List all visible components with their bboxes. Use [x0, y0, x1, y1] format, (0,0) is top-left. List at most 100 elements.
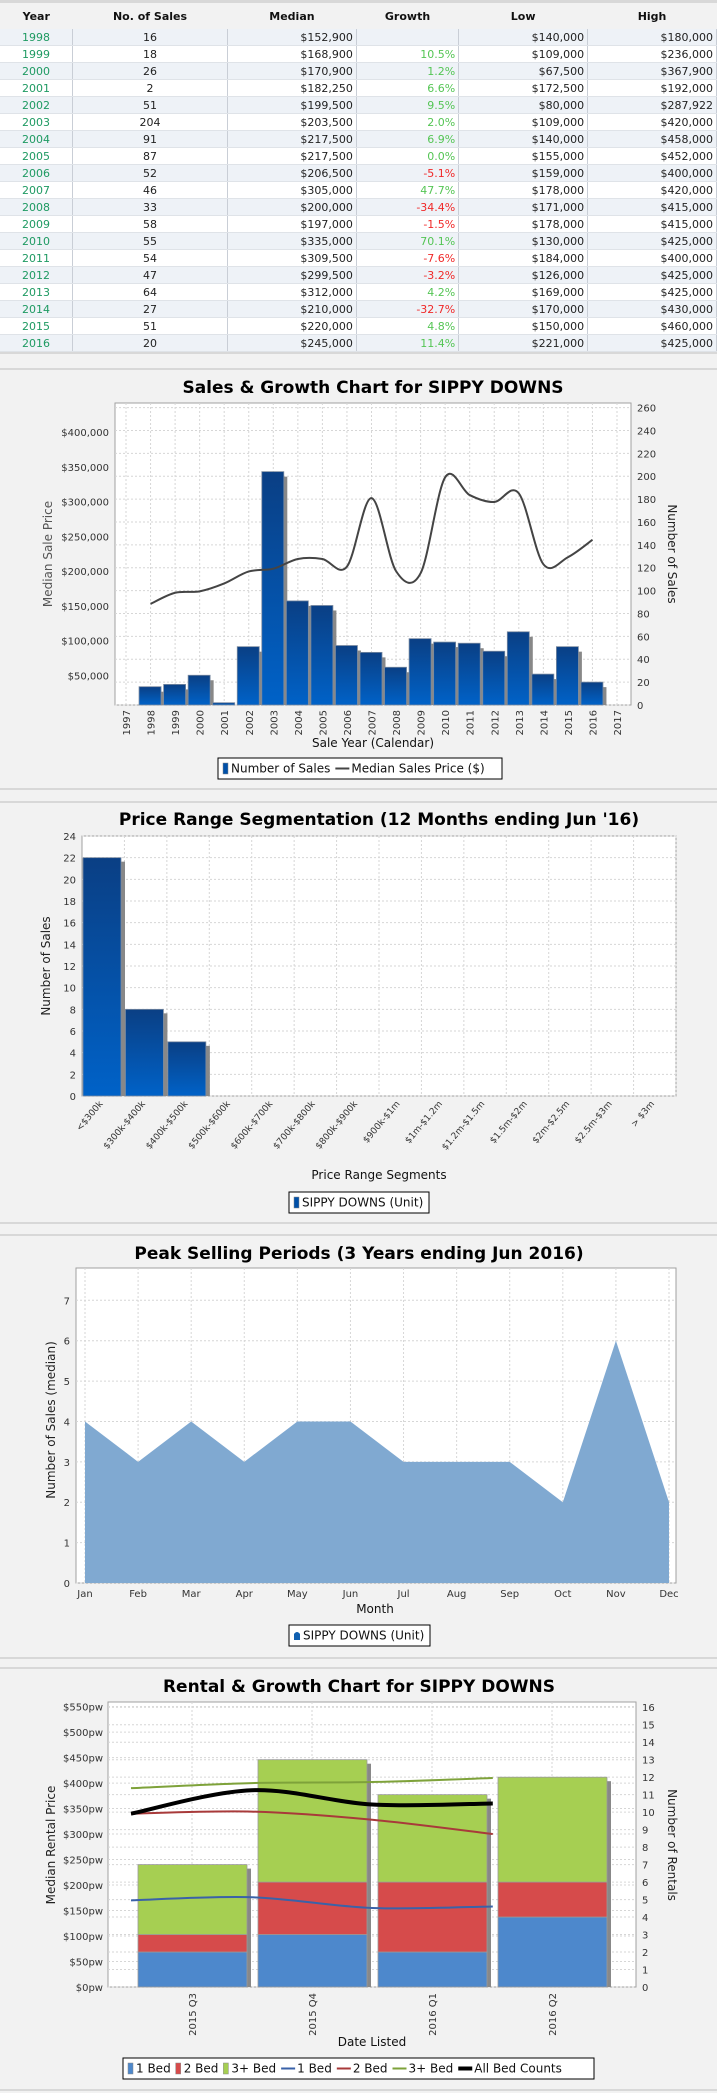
right-axis-tick-label: 10 [642, 1808, 655, 1819]
growth-cell: -32.7% [356, 300, 460, 318]
line-2-bed [130, 1810, 493, 1836]
high-cell: $425,000 [587, 283, 717, 301]
y-axis-tick-label: 8 [70, 1005, 76, 1016]
sales-count-cell: 52 [72, 164, 228, 182]
right-axis-tick-label: 180 [637, 495, 656, 506]
bar-number-of-sales [212, 702, 236, 706]
header-median[interactable]: Median [227, 4, 357, 29]
x-axis-tick-label: 2004 [294, 710, 305, 735]
low-cell: $221,000 [458, 334, 589, 352]
high-cell: $367,900 [587, 62, 717, 80]
high-cell: $180,000 [587, 29, 717, 46]
right-axis-tick-label: 13 [642, 1756, 655, 1767]
bar-number-of-sales [359, 651, 383, 706]
header-sales[interactable]: No. of Sales [72, 4, 228, 29]
x-axis-tick-label: Dec [659, 1589, 678, 1600]
legend [288, 1624, 431, 1647]
top-scrollbar[interactable] [0, 0, 717, 3]
left-axis-tick-label: $550pw [63, 1703, 103, 1714]
table-row: 2005 87 $217,500 0.0% $155,000 $452,000 [0, 147, 717, 165]
bar-number-of-sales [580, 681, 604, 706]
x-axis-tick-label: $800k-$900k [314, 1099, 360, 1152]
high-cell: $452,000 [587, 147, 717, 165]
table-row: 2001 2 $182,250 6.6% $172,500 $192,000 [0, 79, 717, 97]
sales-count-cell: 51 [72, 317, 228, 335]
x-axis-tick-label: $700k-$800k [272, 1099, 318, 1152]
y-axis-title: Number of Sales (median) [44, 1341, 58, 1499]
sales-count-cell: 58 [72, 215, 228, 233]
year-cell: 2003 [0, 113, 73, 131]
chart-title: Rental & Growth Chart for SIPPY DOWNS [163, 1677, 555, 1697]
right-axis-tick-label: 3 [642, 1931, 648, 1942]
header-low[interactable]: Low [458, 4, 588, 29]
growth-cell: -34.4% [356, 198, 460, 216]
sales-count-cell: 16 [72, 29, 228, 46]
sales-count-cell: 87 [72, 147, 228, 165]
header-high[interactable]: High [587, 4, 717, 29]
x-axis-tick-label: May [287, 1589, 308, 1600]
bar-number-of-sales [310, 605, 334, 706]
y-axis-tick-label: 22 [63, 854, 76, 865]
y-axis-tick-label: 10 [63, 984, 76, 995]
high-cell: $420,000 [587, 181, 717, 199]
right-axis-tick-label: 0 [642, 1983, 648, 1994]
header-year[interactable]: Year [0, 4, 73, 29]
x-axis-tick-label: 2016 Q2 [548, 1993, 559, 2036]
median-cell: $309,500 [227, 249, 357, 267]
y-axis-tick-label: 5 [64, 1377, 70, 1388]
y-axis-title: Median Rental Price [44, 1786, 58, 1905]
table-row: 2011 54 $309,500 -7.6% $184,000 $400,000 [0, 249, 717, 267]
table-row: 2000 26 $170,900 1.2% $67,500 $367,900 [0, 62, 717, 80]
year-cell: 2014 [0, 300, 73, 318]
growth-cell: 4.2% [356, 283, 460, 301]
growth-cell: -3.2% [356, 266, 460, 284]
x-axis-tick-label: 2008 [392, 710, 403, 735]
right-axis-tick-label: 40 [637, 655, 650, 666]
left-axis-tick-label: $150pw [63, 1907, 103, 1918]
low-cell: $172,500 [458, 79, 589, 97]
section-divider [0, 1234, 717, 1236]
left-axis-tick-label: $50,000 [68, 671, 109, 682]
table-row: 2002 51 $199,500 9.5% $80,000 $287,922 [0, 96, 717, 114]
right-axis-tick-label: 15 [642, 1721, 655, 1732]
header-growth[interactable]: Growth [356, 4, 459, 29]
growth-cell: -1.5% [356, 215, 460, 233]
year-cell: 2002 [0, 96, 73, 114]
y-axis-tick-label: 14 [63, 940, 76, 951]
sales-count-cell: 204 [72, 113, 228, 131]
y-axis-tick-label: 0 [64, 1579, 70, 1590]
table-row: 2015 51 $220,000 4.8% $150,000 $460,000 [0, 317, 717, 335]
right-axis-tick-label: 20 [637, 678, 650, 689]
low-cell: $178,000 [458, 181, 589, 199]
left-axis-tick-label: $350,000 [61, 463, 109, 474]
area-sales-by-month [85, 1340, 669, 1583]
legend-label: All Bed Counts [474, 2062, 562, 2076]
y-axis-tick-label: 16 [63, 919, 76, 930]
left-axis-tick-label: $100pw [63, 1932, 103, 1943]
right-axis-tick-label: 14 [642, 1738, 655, 1749]
table-row: 2010 55 $335,000 70.1% $130,000 $425,000 [0, 232, 717, 250]
high-cell: $425,000 [587, 232, 717, 250]
median-cell: $217,500 [227, 147, 357, 165]
sales-count-cell: 64 [72, 283, 228, 301]
high-cell: $236,000 [587, 45, 717, 63]
low-cell: $126,000 [458, 266, 589, 284]
high-cell: $425,000 [587, 334, 717, 352]
low-cell: $155,000 [458, 147, 589, 165]
x-axis-tick-label: 2016 [588, 710, 599, 735]
left-axis-tick-label: $450pw [63, 1754, 103, 1765]
x-axis-tick-label: Jul [397, 1589, 410, 1600]
high-cell: $400,000 [587, 164, 717, 182]
sales-count-cell: 20 [72, 334, 228, 352]
table-row: 1998 16 $152,900 $140,000 $180,000 [0, 29, 717, 46]
chart-title: Sales & Growth Chart for SIPPY DOWNS [182, 378, 563, 398]
x-axis-tick-label: 2002 [245, 710, 256, 735]
growth-cell: 9.5% [356, 96, 460, 114]
growth-cell: 1.2% [356, 62, 460, 80]
line-all-bed-counts [130, 1788, 493, 1816]
high-cell: $460,000 [587, 317, 717, 335]
table-row: 1999 18 $168,900 10.5% $109,000 $236,000 [0, 45, 717, 63]
low-cell: $140,000 [458, 29, 589, 46]
growth-cell [356, 29, 460, 46]
bar-segment-1bed-bed [497, 1916, 608, 1988]
